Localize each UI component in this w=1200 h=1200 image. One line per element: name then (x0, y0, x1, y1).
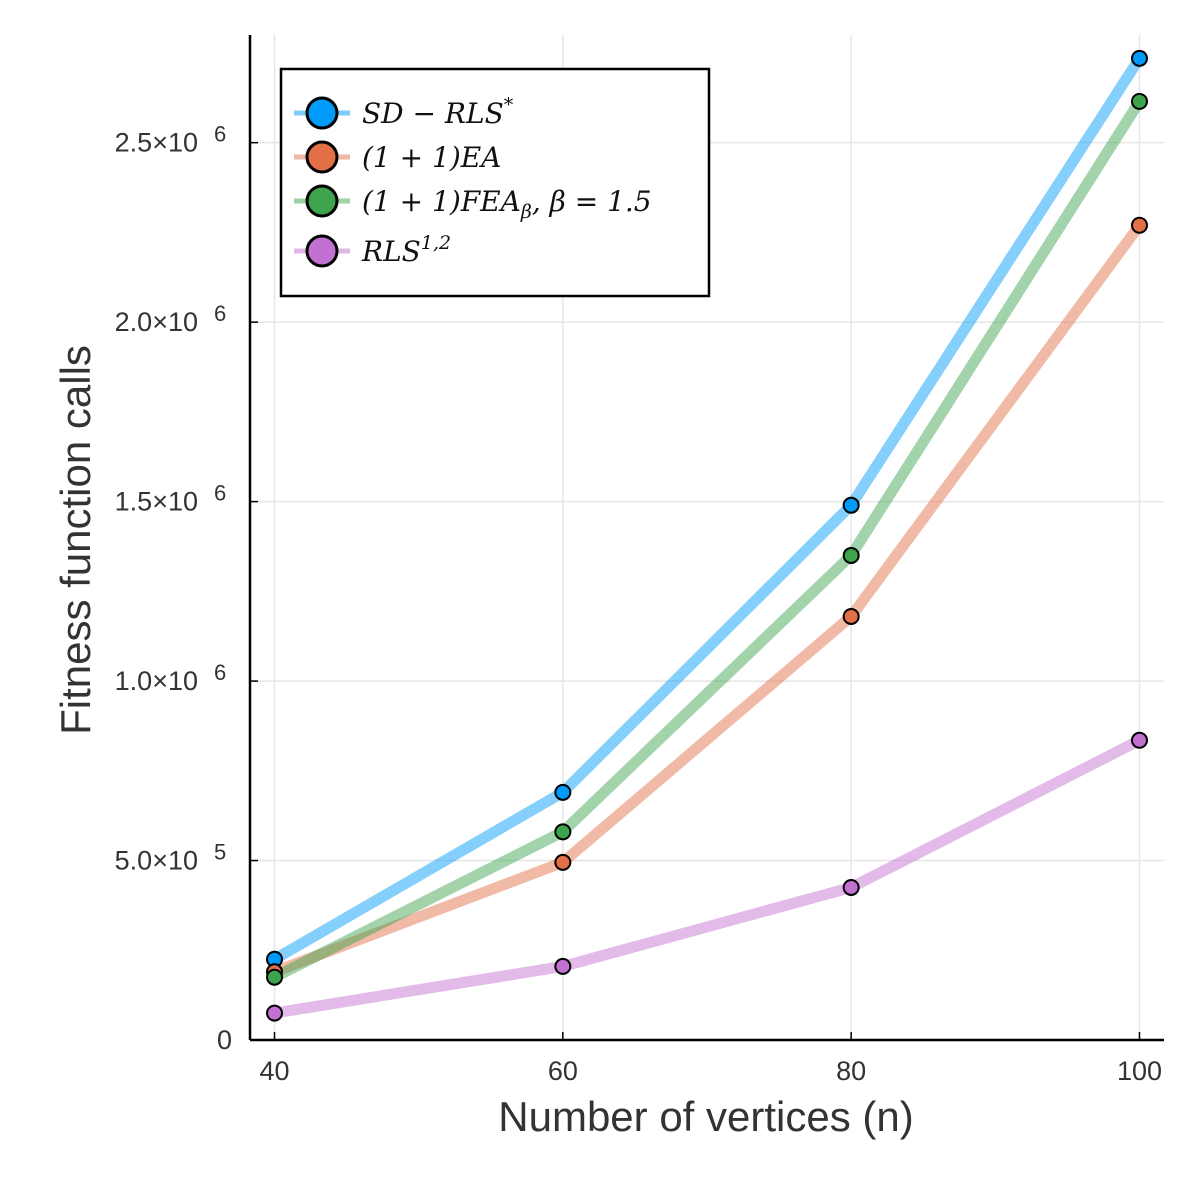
x-tick-label: 100 (1117, 1056, 1162, 1086)
legend-swatch-marker (305, 96, 339, 130)
data-point (266, 1004, 284, 1022)
y-tick-exponent: 5 (214, 840, 226, 865)
data-point (1130, 49, 1148, 67)
y-axis-label: Fitness function calls (52, 345, 99, 735)
data-point (842, 546, 860, 564)
y-tick-exponent: 6 (214, 481, 226, 506)
y-tick-label: 1.5×10 (115, 487, 198, 517)
data-point (1130, 731, 1148, 749)
data-point (842, 607, 860, 625)
data-point (554, 783, 572, 801)
y-tick-exponent: 6 (214, 122, 226, 147)
data-point (554, 957, 572, 975)
series-line (269, 52, 1145, 965)
y-tick-exponent: 6 (214, 660, 226, 685)
legend-box (279, 67, 711, 298)
x-axis-label: Number of vertices (n) (498, 1093, 913, 1140)
data-point (1130, 216, 1148, 234)
data-point (554, 823, 572, 841)
x-tick-label: 60 (548, 1056, 578, 1086)
data-point (842, 878, 860, 896)
y-tick-label: 1.0×10 (115, 666, 198, 696)
series (266, 49, 1148, 1022)
y-tick-label: 0 (217, 1025, 232, 1055)
data-point (1130, 92, 1148, 110)
legend-swatch-marker (305, 140, 339, 174)
x-tick-label: 80 (836, 1056, 866, 1086)
ticks: 40 60 80 100 0 5.0×10 5 1.0×10 6 1.5×10 6 2.0×10 6 2.… (115, 122, 1162, 1086)
legend-label: SD − RLS* (362, 94, 514, 130)
legend-label: (1 + 1)FEAβ, β = 1.5 (362, 185, 652, 223)
legend-label: RLS1,2 (361, 232, 451, 268)
x-tick-label: 40 (259, 1056, 289, 1086)
series-line (269, 219, 1145, 978)
y-tick-label: 5.0×10 (115, 846, 198, 876)
axes (248, 35, 1164, 1042)
data-point (266, 968, 284, 986)
data-point (842, 496, 860, 514)
legend: SD − RLS* (1 + 1)EA (1 + 1)FEAβ, β = 1.5 RL… (279, 67, 711, 298)
series-line (269, 95, 1145, 983)
y-tick-exponent: 6 (214, 301, 226, 326)
legend-swatch-marker (305, 234, 339, 268)
data-point (554, 853, 572, 871)
y-tick-label: 2.5×10 (115, 128, 198, 158)
y-tick-label: 2.0×10 (115, 307, 198, 337)
legend-label: (1 + 1)EA (362, 141, 501, 174)
series-line (269, 734, 1145, 1019)
legend-swatch-marker (305, 184, 339, 218)
